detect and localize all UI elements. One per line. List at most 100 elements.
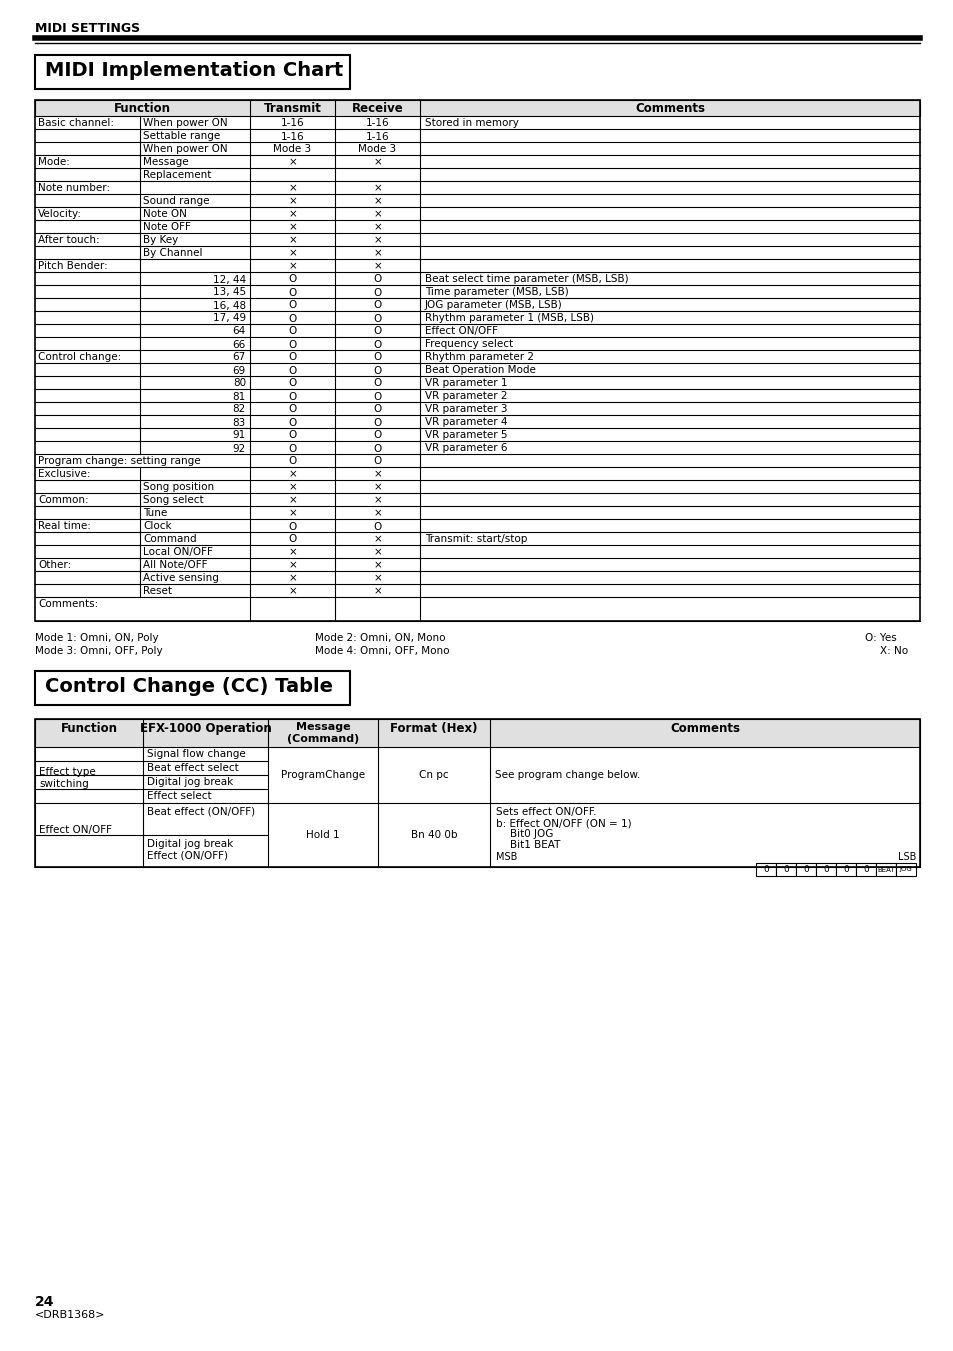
Text: b: Effect ON/OFF (ON = 1): b: Effect ON/OFF (ON = 1) [496,817,631,828]
Text: O: O [288,443,296,454]
Text: Active sensing: Active sensing [143,573,218,584]
Text: Comments:: Comments: [38,598,98,609]
Text: O: Yes: O: Yes [864,634,896,643]
Text: Beat select time parameter (MSB, LSB): Beat select time parameter (MSB, LSB) [424,274,628,284]
Bar [815,863,835,875]
Text: Reset: Reset [143,586,172,596]
Text: Program change: setting range: Program change: setting range [38,457,200,466]
Text: O: O [373,327,381,336]
Text: Cn pc: Cn pc [418,770,448,780]
Text: 0: 0 [862,865,868,874]
Text: VR parameter 6: VR parameter 6 [424,443,507,453]
Text: ×: × [373,586,381,597]
Text: MSB: MSB [496,852,517,862]
Text: 1-16: 1-16 [365,131,389,142]
Text: Signal flow change: Signal flow change [147,748,246,759]
Text: O: O [288,521,296,531]
Text: O: O [288,457,296,466]
Text: ×: × [373,209,381,219]
Text: Mode 4: Omni, OFF, Mono: Mode 4: Omni, OFF, Mono [314,646,449,657]
Text: ×: × [373,158,381,168]
Text: Message: Message [143,157,189,168]
Bar [755,863,775,875]
Bar [895,863,915,875]
Text: Digital jog break: Digital jog break [147,777,233,788]
Text: When power ON: When power ON [143,145,228,154]
Text: Settable range: Settable range [143,131,220,141]
Text: O: O [288,431,296,440]
Text: ×: × [288,496,296,505]
Text: Sound range: Sound range [143,196,210,205]
Bar [35,55,350,89]
Text: ×: × [373,196,381,207]
Text: Local ON/OFF: Local ON/OFF [143,547,213,557]
Text: 0: 0 [842,865,848,874]
Text: O: O [288,313,296,323]
Text: O: O [288,300,296,311]
Text: <DRB1368>: <DRB1368> [35,1310,106,1320]
Text: Note ON: Note ON [143,209,187,219]
Text: ×: × [373,574,381,584]
Bar [775,863,795,875]
Text: All Note/OFF: All Note/OFF [143,561,208,570]
Text: 69: 69 [233,366,246,376]
Text: Message
(Command): Message (Command) [287,721,358,743]
Text: Mode 3: Omni, OFF, Poly: Mode 3: Omni, OFF, Poly [35,646,162,657]
Text: VR parameter 4: VR parameter 4 [424,417,507,427]
Text: After touch:: After touch: [38,235,99,245]
Text: ×: × [373,262,381,272]
Text: O: O [288,535,296,544]
Text: VR parameter 1: VR parameter 1 [424,378,507,388]
Text: 1-16: 1-16 [280,131,304,142]
Text: Transmit: start/stop: Transmit: start/stop [424,534,527,544]
Text: ×: × [288,158,296,168]
Text: Effect ON/OFF: Effect ON/OFF [39,825,112,835]
Text: Beat effect select: Beat effect select [147,763,238,773]
Text: Format (Hex): Format (Hex) [390,721,477,735]
Text: ×: × [288,235,296,246]
Text: O: O [373,431,381,440]
Text: Other:: Other: [38,561,71,570]
Text: ×: × [373,223,381,232]
Text: ×: × [373,235,381,246]
Text: O: O [373,300,381,311]
Text: ×: × [373,508,381,519]
Bar [35,100,919,621]
Text: JOG parameter (MSB, LSB): JOG parameter (MSB, LSB) [424,300,562,309]
Text: O: O [373,521,381,531]
Text: Song select: Song select [143,494,203,505]
Text: Note OFF: Note OFF [143,222,191,232]
Text: O: O [373,366,381,376]
Text: O: O [373,353,381,362]
Text: Note number:: Note number: [38,182,110,193]
Text: Beat effect (ON/OFF): Beat effect (ON/OFF) [147,807,254,817]
Bar [35,671,350,705]
Text: ×: × [373,547,381,558]
Text: Function: Function [113,101,171,115]
Bar [35,100,919,116]
Text: 92: 92 [233,443,246,454]
Text: 17, 49: 17, 49 [213,313,246,323]
Text: Basic channel:: Basic channel: [38,118,113,128]
Text: 0: 0 [762,865,768,874]
Bar [35,719,919,747]
Text: Mode:: Mode: [38,157,70,168]
Text: O: O [288,417,296,427]
Text: Mode 2: Omni, ON, Mono: Mode 2: Omni, ON, Mono [314,634,445,643]
Text: By Channel: By Channel [143,249,202,258]
Text: X: No: X: No [879,646,907,657]
Text: Effect (ON/OFF): Effect (ON/OFF) [147,851,228,861]
Text: ×: × [288,184,296,193]
Text: Mode 1: Omni, ON, Poly: Mode 1: Omni, ON, Poly [35,634,158,643]
Text: Bit1 BEAT: Bit1 BEAT [510,840,559,850]
Text: 67: 67 [233,353,246,362]
Text: O: O [288,404,296,415]
Text: 82: 82 [233,404,246,415]
Text: Control Change (CC) Table: Control Change (CC) Table [45,677,333,696]
Text: Song position: Song position [143,482,213,492]
Text: Receive: Receive [352,101,403,115]
Text: 12, 44: 12, 44 [213,274,246,285]
Text: MIDI Implementation Chart: MIDI Implementation Chart [45,61,343,80]
Text: Command: Command [143,534,196,544]
Text: Bn 40 0b: Bn 40 0b [411,830,456,840]
